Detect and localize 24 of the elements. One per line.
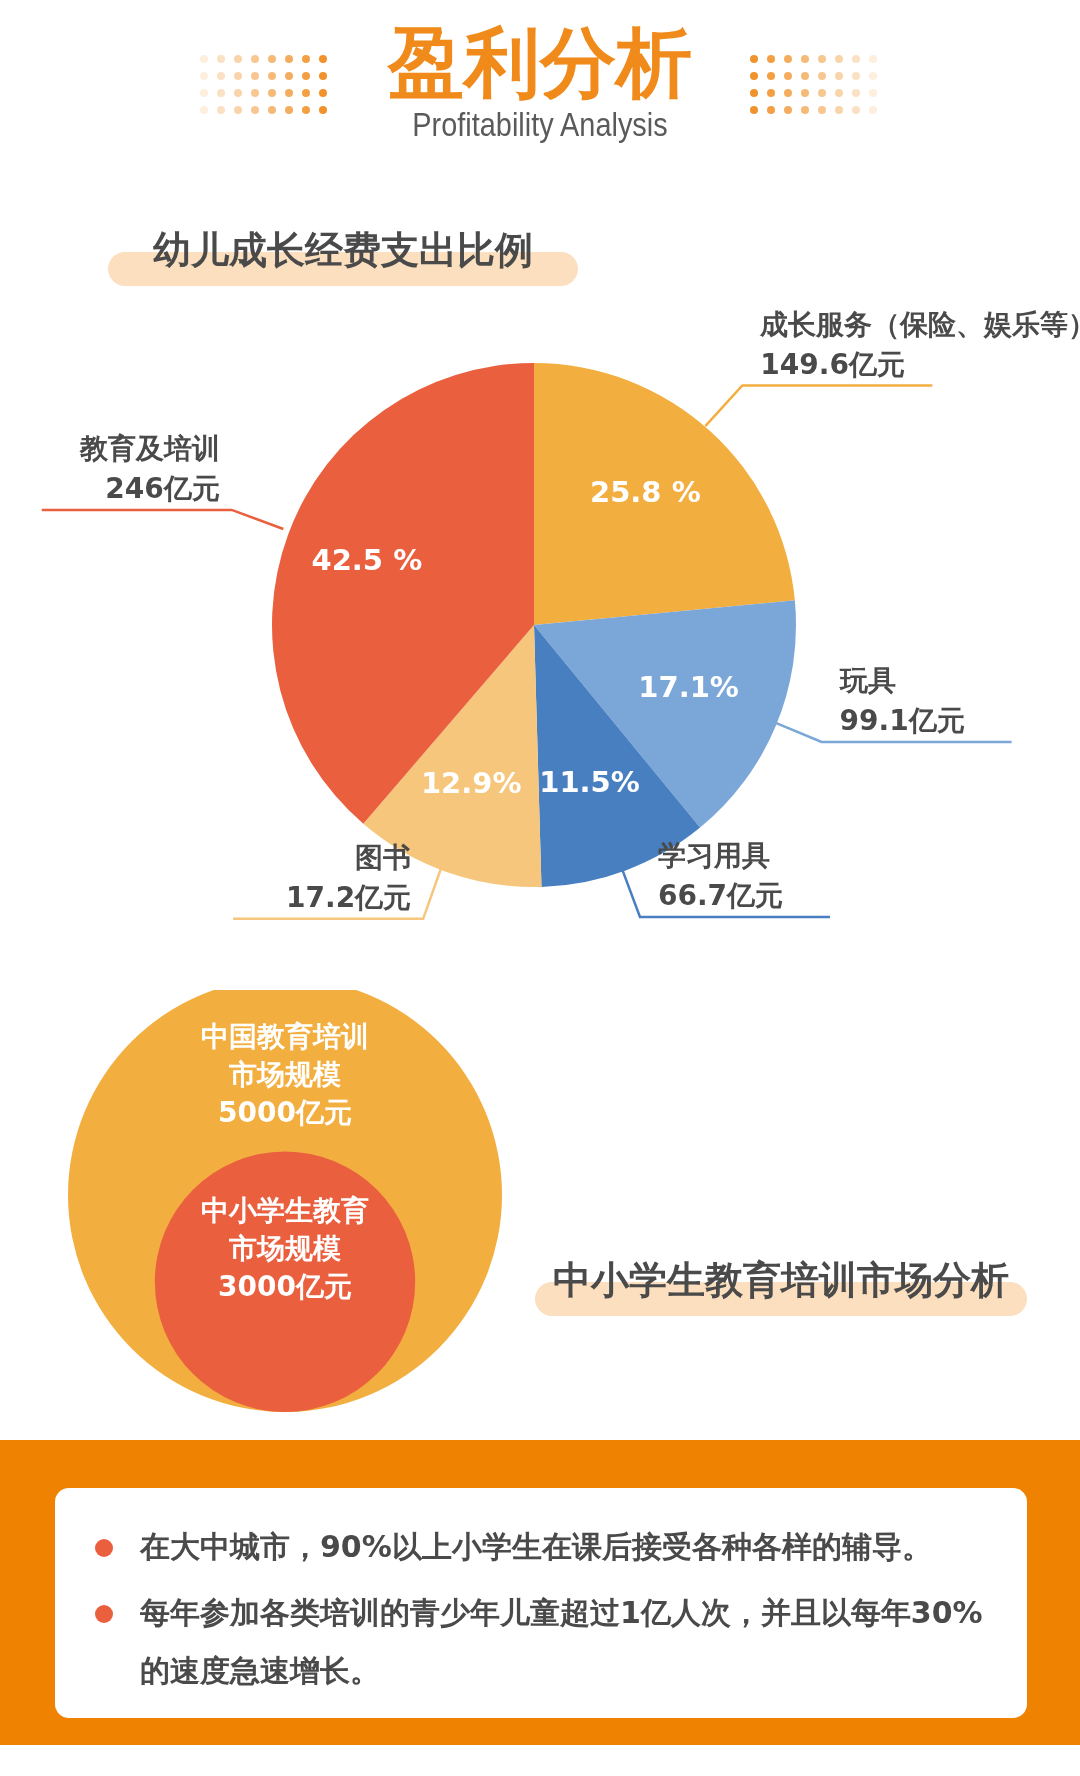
text: 17.2亿元: [286, 880, 412, 914]
text: 66.7亿元: [657, 878, 784, 912]
data-label: 11.5%: [539, 764, 640, 799]
slice-label: 教育及培训: [78, 431, 220, 465]
text: 中小学生教育培训市场分析: [552, 1257, 1010, 1304]
text: 每年参加各类培训的青少年儿童超过1亿人次，并且以每年30%的速度急速增长。: [140, 1594, 984, 1690]
slice-label: 成长服务（保险、娱乐等）: [759, 307, 1080, 341]
data-label: 25.8 %: [590, 475, 701, 510]
text: 149.6亿元: [760, 347, 905, 381]
category-label: 中小学生教育市场规模: [200, 1192, 370, 1267]
text: 在大中城市，90%以上小学生在课后接受各种各样的辅导。: [140, 1528, 933, 1566]
data-label: 3000亿元: [217, 1268, 353, 1305]
data-label: 12.9%: [420, 765, 522, 800]
text: 246亿元: [105, 471, 220, 505]
category-label: 中国教育培训市场规模: [200, 1019, 370, 1093]
data-label: 17.1%: [638, 669, 739, 704]
data-label: 42.5 %: [311, 542, 423, 577]
slice-label: 图书: [355, 840, 412, 874]
slice-label: 学习用具: [657, 838, 770, 872]
slice-label: 玩具: [838, 663, 896, 697]
text: 99.1亿元: [839, 703, 965, 737]
pie-slice: [272, 363, 534, 824]
data-label: 5000亿元: [217, 1095, 353, 1131]
chart-title: 幼儿成长经费支出比例: [152, 227, 534, 274]
